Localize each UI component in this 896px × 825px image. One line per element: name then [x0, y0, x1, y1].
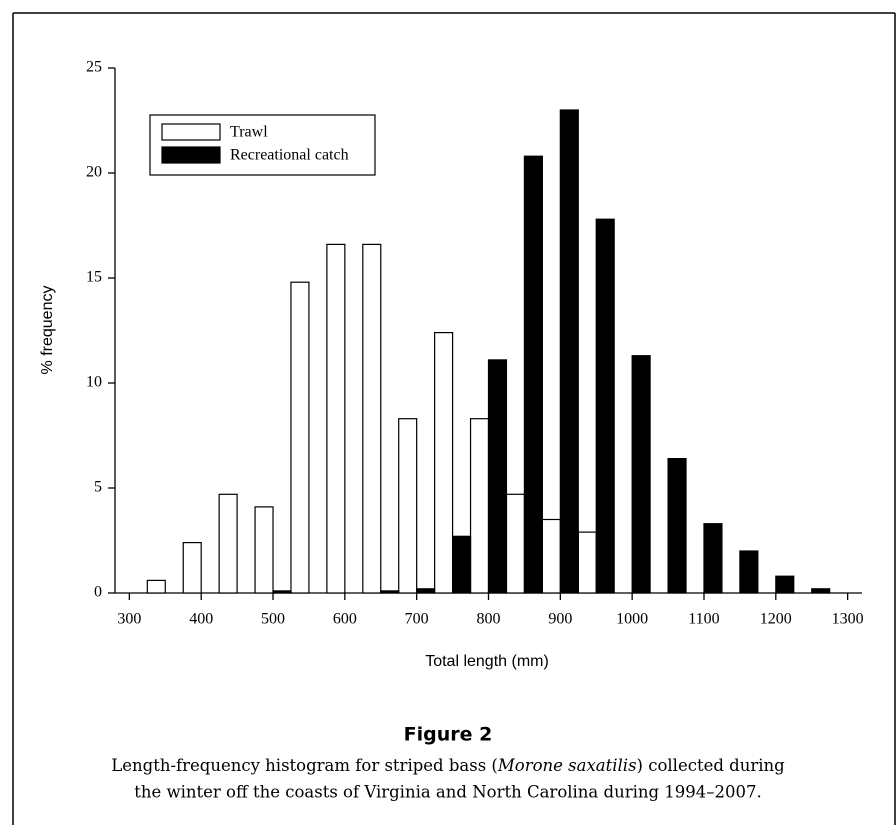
- legend-label: Trawl: [230, 124, 268, 141]
- y-tick-label: 25: [86, 59, 102, 76]
- x-tick-label: 1100: [688, 611, 719, 628]
- caption-text: Length-frequency histogram for striped b…: [111, 756, 498, 775]
- y-tick-label: 10: [86, 374, 102, 391]
- x-tick-label: 300: [117, 611, 141, 628]
- y-tick-label: 20: [86, 164, 102, 181]
- x-tick-label: 1300: [832, 611, 864, 628]
- x-tick-label: 900: [548, 611, 572, 628]
- bar: [505, 493, 526, 594]
- y-tick-label: 5: [94, 479, 102, 496]
- bar: [469, 418, 490, 594]
- bar: [146, 579, 166, 594]
- legend-label: Recreational catch: [230, 147, 349, 164]
- caption-text: ) collected during: [637, 756, 786, 775]
- caption-line: Length-frequency histogram for striped b…: [111, 756, 785, 775]
- bar: [434, 332, 454, 594]
- bar: [559, 109, 579, 594]
- bar: [398, 418, 418, 594]
- bar: [380, 590, 400, 594]
- x-tick-label: 700: [405, 611, 429, 628]
- bar: [811, 588, 831, 594]
- bar: [182, 541, 202, 594]
- x-tick-label: 1200: [760, 611, 792, 628]
- x-tick-label: 600: [333, 611, 357, 628]
- bar: [254, 506, 274, 594]
- legend-box: [149, 114, 376, 176]
- x-tick-label: 500: [261, 611, 285, 628]
- y-tick-label: 0: [94, 584, 102, 601]
- bar: [218, 493, 238, 594]
- bar: [362, 243, 382, 594]
- bar: [667, 458, 687, 594]
- y-tick-label: 15: [86, 269, 102, 286]
- bar: [595, 218, 615, 594]
- bar: [577, 531, 597, 594]
- bar: [290, 281, 310, 594]
- bar: [541, 518, 561, 594]
- bar: [631, 355, 651, 594]
- bar: [775, 575, 795, 594]
- figure-label: Figure 2: [404, 724, 493, 746]
- bar: [451, 535, 472, 594]
- bar: [703, 523, 723, 594]
- x-tick-label: 1000: [616, 611, 648, 628]
- bar: [487, 359, 508, 594]
- bar: [272, 590, 292, 594]
- legend-swatch: [161, 123, 221, 141]
- bar: [326, 243, 346, 594]
- legend-swatch: [161, 146, 221, 164]
- caption-species: Morone saxatilis: [497, 756, 637, 775]
- x-tick-label: 800: [477, 611, 501, 628]
- x-axis-label: Total length (mm): [425, 653, 549, 670]
- x-tick-label: 400: [189, 611, 213, 628]
- bar: [739, 550, 759, 594]
- bar: [416, 588, 436, 594]
- caption-line: the winter off the coasts of Virginia an…: [134, 783, 762, 802]
- bar: [523, 155, 543, 594]
- y-axis-label: % frequency: [39, 286, 56, 375]
